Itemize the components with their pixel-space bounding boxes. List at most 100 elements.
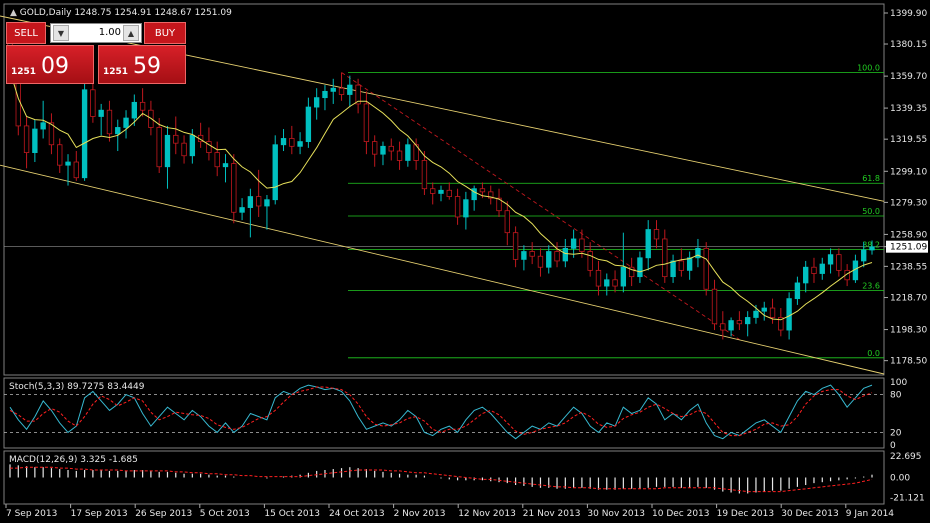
- candle-body: [504, 210, 510, 234]
- lot-increase-icon[interactable]: ▲: [123, 25, 139, 41]
- candle-body: [40, 122, 46, 130]
- time-tick-label: 30 Dec 2013: [781, 509, 839, 519]
- candle-body: [869, 246, 875, 251]
- time-tick-label: 9 Jan 2014: [846, 509, 894, 519]
- candle-body: [347, 84, 353, 95]
- candle-body: [645, 229, 651, 259]
- time-axis: 7 Sep 2013 17 Sep 2013 26 Sep 2013 5 Oct 20…: [5, 504, 894, 519]
- candle-body: [181, 142, 187, 157]
- time-tick-label: 24 Oct 2013: [329, 509, 385, 519]
- candle-body: [23, 125, 30, 153]
- candle-body: [305, 106, 312, 143]
- candle-body: [811, 266, 817, 274]
- candle-body: [579, 238, 585, 252]
- candle-body: [131, 101, 138, 119]
- price-axis: 1399.90 1380.15 1359.70 1339.35 1319.55 1299.…: [4, 9, 928, 367]
- candle-body: [554, 251, 560, 262]
- buy-price-button[interactable]: 1251 59: [98, 45, 186, 84]
- candle-body: [405, 144, 411, 161]
- fibonacci-retracement[interactable]: 100.0 61.8 50.0 38.2 23.6 0.0: [341, 64, 884, 359]
- candle-body: [247, 196, 254, 208]
- candle-body: [322, 90, 328, 99]
- candle-body: [81, 89, 88, 179]
- one-click-trading-panel: SELL ▼ 1.00 ▲ BUY 1251 09 1251 59: [6, 22, 186, 84]
- time-tick-label: 17 Sep 2013: [71, 509, 128, 519]
- candle-body: [173, 134, 179, 144]
- candle-body: [139, 101, 146, 111]
- candle-body: [214, 152, 220, 168]
- sell-price-prefix: 1251: [11, 67, 37, 77]
- price-tick-label: 1299.10: [890, 167, 927, 177]
- candle-body: [73, 161, 79, 179]
- candle-body: [272, 144, 278, 201]
- candle-body: [123, 117, 129, 128]
- stoch-tick-label: 100: [890, 378, 907, 388]
- fib-level-label: 61.8: [862, 174, 880, 183]
- candle-body: [761, 307, 767, 312]
- time-tick-label: 15 Oct 2013: [264, 509, 320, 519]
- candle-body: [620, 266, 627, 287]
- lot-size-input[interactable]: 1.00: [98, 27, 121, 38]
- candle-body: [861, 249, 867, 262]
- candle-body: [512, 232, 519, 260]
- stoch-title: Stoch(5,3,3) 89.7275 83.4449: [9, 382, 145, 392]
- candle-body: [280, 138, 287, 146]
- buy-button[interactable]: BUY: [144, 22, 186, 44]
- candle-body: [827, 254, 834, 265]
- price-tick-label: 1339.35: [890, 104, 927, 114]
- candle-body: [156, 127, 162, 168]
- candle-body: [662, 238, 668, 278]
- lot-size-stepper[interactable]: ▼ 1.00 ▲: [50, 23, 142, 43]
- candle-body: [396, 150, 403, 161]
- price-tick-label: 1178.50: [890, 357, 927, 367]
- candle-body: [463, 199, 469, 218]
- stoch-tick-label: 20: [890, 428, 902, 438]
- candle-body: [388, 145, 394, 152]
- candle-body: [769, 307, 776, 318]
- macd-title: MACD(12,26,9) 3.325 -1.685: [9, 455, 138, 465]
- time-tick-label: 12 Nov 2013: [458, 509, 516, 519]
- time-tick-label: 30 Nov 2013: [587, 509, 645, 519]
- candle-body: [65, 161, 71, 166]
- candle-body: [778, 317, 784, 331]
- buy-price-prefix: 1251: [103, 67, 129, 77]
- candle-body: [836, 254, 842, 271]
- price-tick-label: 1380.15: [890, 40, 927, 50]
- time-tick-label: 2 Nov 2013: [394, 509, 446, 519]
- candle-body: [678, 260, 685, 271]
- candle-body: [32, 128, 38, 154]
- price-tick-label: 1399.90: [890, 9, 927, 19]
- candle-body: [231, 163, 237, 213]
- price-tick-label: 1218.70: [890, 294, 927, 304]
- price-tick-label: 1258.90: [890, 230, 927, 240]
- time-tick-label: 19 Dec 2013: [717, 509, 775, 519]
- stoch-tick-label: 0: [890, 441, 896, 451]
- lot-decrease-icon[interactable]: ▼: [53, 25, 69, 41]
- macd-indicator: 22.695 0.00 -21.121: [9, 452, 925, 503]
- candle-body: [289, 138, 295, 147]
- candle-body: [471, 188, 477, 201]
- candle-body: [115, 127, 121, 135]
- candle-body: [206, 141, 212, 153]
- candle-body: [786, 298, 792, 331]
- fib-level-label: 23.6: [862, 282, 880, 291]
- candle-body: [430, 188, 436, 194]
- candle-body: [106, 109, 113, 135]
- macd-tick-label: 22.695: [890, 452, 922, 462]
- sell-price-button[interactable]: 1251 09: [6, 45, 94, 84]
- stoch-tick-label: 80: [890, 391, 902, 401]
- candle-body: [736, 320, 743, 325]
- candle-body: [753, 310, 759, 318]
- sell-button[interactable]: SELL: [6, 22, 46, 44]
- candle-body: [529, 251, 535, 257]
- candle-body: [521, 251, 527, 260]
- candle-body: [595, 269, 602, 287]
- candle-body: [222, 163, 229, 168]
- candle-body: [189, 134, 196, 157]
- stoch-signal-line: [9, 386, 873, 437]
- candle-body: [164, 134, 171, 168]
- sell-price-big: 09: [41, 54, 69, 79]
- fib-level-label: 100.0: [857, 64, 880, 73]
- stochastic-oscillator: 100 80 20 0: [4, 378, 907, 451]
